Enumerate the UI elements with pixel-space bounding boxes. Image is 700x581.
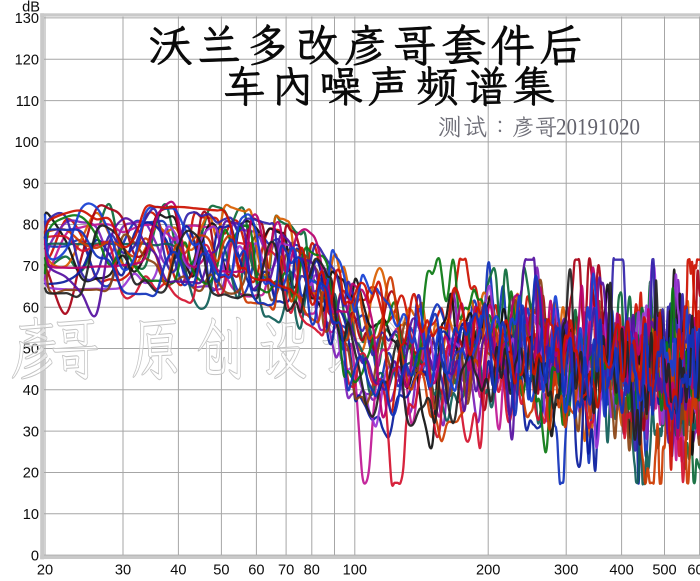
svg-text:100: 100 [343,563,367,579]
svg-text:70: 70 [278,563,294,579]
svg-text:40: 40 [23,383,39,399]
svg-text:500: 500 [652,563,676,579]
svg-text:300: 300 [554,563,578,579]
svg-text:400: 400 [609,563,633,579]
svg-text:30: 30 [23,424,39,440]
svg-text:0: 0 [31,548,39,564]
svg-text:70: 70 [23,259,39,275]
svg-text:60: 60 [248,563,264,579]
svg-text:110: 110 [16,94,39,110]
svg-text:200: 200 [476,563,500,579]
svg-text:80: 80 [23,218,39,234]
svg-text:30: 30 [115,563,131,579]
svg-text:600: 600 [687,563,700,579]
svg-text:50: 50 [213,563,229,579]
svg-text:120: 120 [15,53,39,69]
svg-text:20: 20 [23,466,39,482]
svg-text:80: 80 [304,563,320,579]
svg-text:dB: dB [22,0,40,16]
svg-text:130: 130 [15,11,39,27]
svg-text:100: 100 [15,135,39,151]
svg-text:40: 40 [170,563,186,579]
svg-text:10: 10 [23,507,39,523]
svg-text:60: 60 [23,300,39,316]
svg-text:20191020: 20191020 [556,115,640,141]
svg-text:20: 20 [37,563,53,579]
svg-text:90: 90 [23,176,39,192]
